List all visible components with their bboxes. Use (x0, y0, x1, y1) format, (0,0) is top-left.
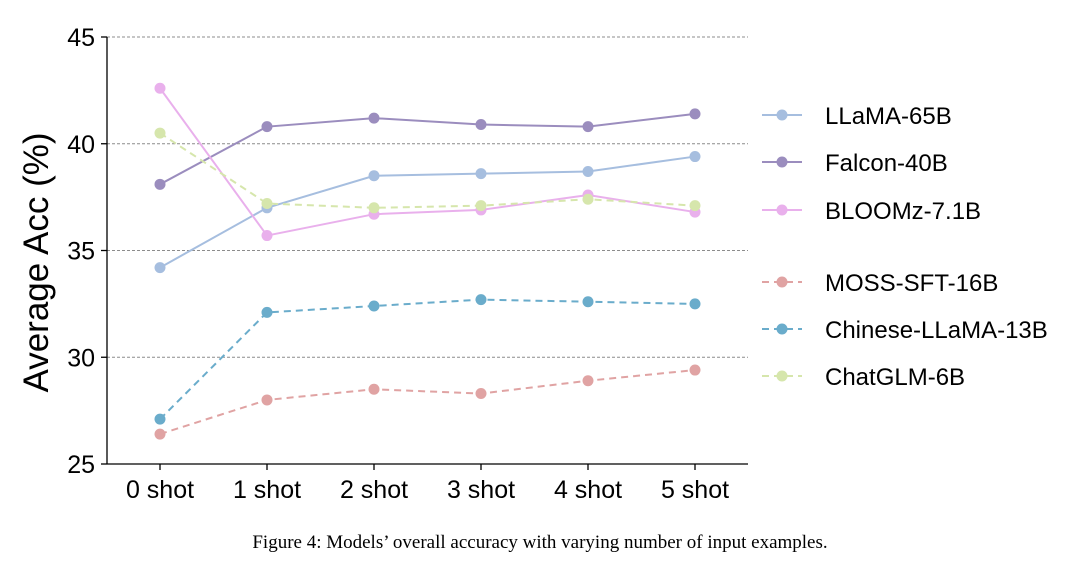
legend-label: ChatGLM-6B (825, 364, 965, 391)
legend-item: Chinese-LLaMA-13B (762, 317, 1048, 344)
series-chatglm-6b (154, 127, 701, 214)
legend-item: MOSS-SFT-16B (762, 270, 998, 297)
x-tick-label: 2 shot (340, 476, 408, 504)
series-bloomz-7-1b (154, 82, 701, 242)
data-point (689, 108, 701, 120)
data-point (261, 230, 273, 242)
legend-item: LLaMA-65B (762, 103, 952, 130)
series-lines (154, 82, 701, 440)
data-point (582, 193, 594, 205)
data-point (368, 112, 380, 124)
legend: LLaMA-65B Falcon-40B BLOOMz-7.1B MOSS-SFT-1… (762, 103, 1048, 391)
legend-marker (776, 109, 788, 121)
legend-label: LLaMA-65B (825, 103, 952, 130)
data-point (689, 200, 701, 212)
legend-item: BLOOMz-7.1B (762, 198, 981, 225)
data-point (368, 202, 380, 214)
x-tick-label: 5 shot (661, 476, 729, 504)
series-line (159, 155, 696, 269)
data-point (475, 119, 487, 131)
series-line (159, 298, 696, 420)
data-point (582, 121, 594, 133)
data-point (475, 200, 487, 212)
data-point (261, 394, 273, 406)
y-tick-label: 35 (67, 238, 95, 266)
data-point (475, 294, 487, 306)
x-tick-label: 1 shot (233, 476, 301, 504)
series-moss-sft-16b (154, 364, 701, 440)
grid-lines (107, 36, 748, 358)
data-point (154, 262, 166, 274)
legend-label: Chinese-LLaMA-13B (825, 317, 1048, 344)
data-point (154, 82, 166, 94)
data-point (689, 364, 701, 376)
data-point (368, 383, 380, 395)
legend-label: Falcon-40B (825, 150, 948, 177)
data-point (582, 166, 594, 178)
data-point (689, 298, 701, 310)
series-line (159, 87, 696, 237)
line-chart: 25 30 35 40 45 0 shot 1 shot 2 shot 3 shot 4 shot… (17, 24, 1048, 504)
y-tick-label: 30 (67, 344, 95, 372)
legend-item: ChatGLM-6B (762, 364, 965, 391)
data-point (261, 198, 273, 210)
data-point (582, 296, 594, 308)
data-point (368, 170, 380, 182)
data-point (154, 428, 166, 440)
series-llama-65b (154, 151, 701, 274)
legend-marker (776, 204, 788, 216)
axes: 25 30 35 40 45 0 shot 1 shot 2 shot 3 shot 4 shot… (17, 24, 748, 504)
legend-marker (776, 156, 788, 168)
legend-marker (776, 323, 788, 335)
series-line (159, 132, 696, 209)
data-point (261, 121, 273, 133)
x-tick-label: 3 shot (447, 476, 515, 504)
data-point (154, 127, 166, 139)
data-point (154, 413, 166, 425)
series-line (159, 369, 696, 436)
legend-label: MOSS-SFT-16B (825, 270, 998, 297)
y-tick-label: 40 (67, 131, 95, 159)
legend-label: BLOOMz-7.1B (825, 198, 981, 225)
x-tick-label: 0 shot (126, 476, 194, 504)
data-point (582, 375, 594, 387)
legend-item: Falcon-40B (762, 150, 948, 177)
data-point (261, 306, 273, 318)
data-point (689, 151, 701, 163)
data-point (475, 168, 487, 180)
figure-caption: Figure 4: Models’ overall accuracy with … (252, 532, 828, 553)
series-falcon-40b (154, 108, 701, 190)
legend-marker (776, 370, 788, 382)
series-chinese-llama-13b (154, 294, 701, 425)
x-tick-label: 4 shot (554, 476, 622, 504)
y-axis-label: Average Acc (%) (17, 132, 56, 392)
data-point (475, 388, 487, 400)
data-point (368, 300, 380, 312)
legend-marker (776, 276, 788, 288)
y-tick-label: 25 (67, 451, 95, 479)
series-line (159, 112, 696, 186)
y-tick-label: 45 (67, 24, 95, 52)
data-point (154, 178, 166, 190)
